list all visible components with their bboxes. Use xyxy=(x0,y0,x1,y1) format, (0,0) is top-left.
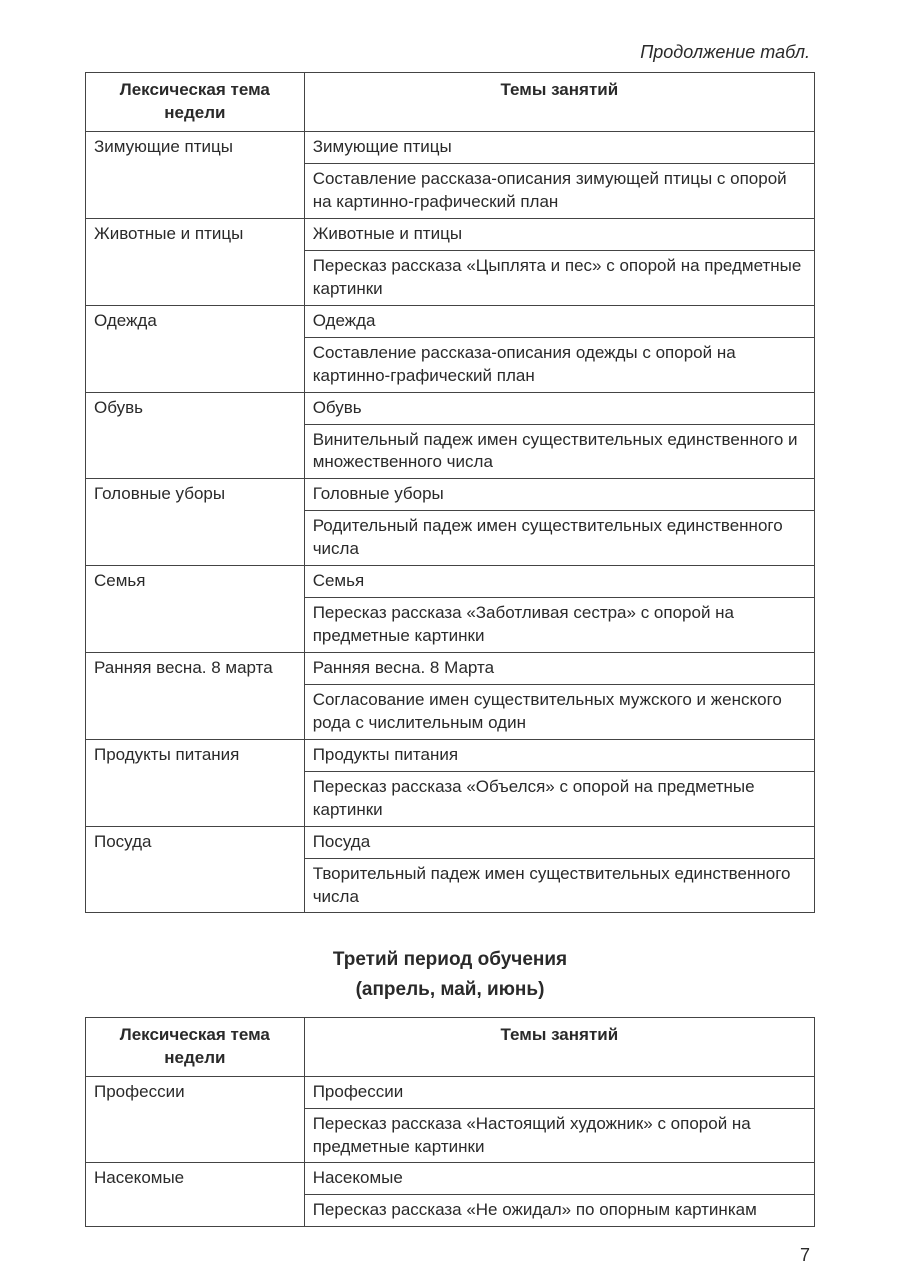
table-row: НасекомыеНасекомые xyxy=(86,1163,815,1195)
table-header-row: Лексическая тема недели Темы занятий xyxy=(86,1017,815,1076)
table-row: ПосудаПосуда xyxy=(86,826,815,858)
page-number: 7 xyxy=(85,1243,815,1267)
topic-cell: Продукты питания xyxy=(304,739,814,771)
topic-cell: Пересказ рассказа «Заботливая сестра» с … xyxy=(304,598,814,653)
curriculum-table-2: Лексическая тема недели Темы занятий Про… xyxy=(85,1017,815,1228)
topic-cell: Согласование имен существительных мужско… xyxy=(304,684,814,739)
table-row: Головные уборыГоловные уборы xyxy=(86,479,815,511)
continuation-label: Продолжение табл. xyxy=(85,40,815,64)
table-row: Животные и птицыЖивотные и птицы xyxy=(86,218,815,250)
table-row: СемьяСемья xyxy=(86,566,815,598)
section-subtitle: (апрель, май, июнь) xyxy=(85,977,815,1003)
table-row: Продукты питанияПродукты питания xyxy=(86,739,815,771)
topic-cell: Профессии xyxy=(304,1076,814,1108)
topic-cell: Пересказ рассказа «Цыплята и пес» с опор… xyxy=(304,250,814,305)
theme-cell: Насекомые xyxy=(86,1163,305,1227)
topic-cell: Семья xyxy=(304,566,814,598)
topic-cell: Одежда xyxy=(304,305,814,337)
topic-cell: Посуда xyxy=(304,826,814,858)
col-header-topics: Темы занятий xyxy=(304,73,814,132)
topic-cell: Ранняя весна. 8 Марта xyxy=(304,653,814,685)
topic-cell: Обувь xyxy=(304,392,814,424)
topic-cell: Винительный падеж имен существительных е… xyxy=(304,424,814,479)
theme-cell: Семья xyxy=(86,566,305,653)
topic-cell: Составление рассказа-описания зимующей п… xyxy=(304,164,814,219)
table-row: Зимующие птицыЗимующие птицы xyxy=(86,132,815,164)
theme-cell: Одежда xyxy=(86,305,305,392)
col-header-theme: Лексическая тема недели xyxy=(86,73,305,132)
table-row: ОбувьОбувь xyxy=(86,392,815,424)
topic-cell: Пересказ рассказа «Настоящий художник» с… xyxy=(304,1108,814,1163)
topic-cell: Родительный падеж имен существительных е… xyxy=(304,511,814,566)
theme-cell: Зимующие птицы xyxy=(86,132,305,219)
topic-cell: Животные и птицы xyxy=(304,218,814,250)
topic-cell: Составление рассказа-описания одежды с о… xyxy=(304,337,814,392)
theme-cell: Обувь xyxy=(86,392,305,479)
col-header-theme: Лексическая тема недели xyxy=(86,1017,305,1076)
theme-cell: Ранняя весна. 8 марта xyxy=(86,653,305,740)
table-header-row: Лексическая тема недели Темы занятий xyxy=(86,73,815,132)
theme-cell: Продукты питания xyxy=(86,739,305,826)
table-row: ОдеждаОдежда xyxy=(86,305,815,337)
theme-cell: Головные уборы xyxy=(86,479,305,566)
topic-cell: Насекомые xyxy=(304,1163,814,1195)
topic-cell: Головные уборы xyxy=(304,479,814,511)
theme-cell: Животные и птицы xyxy=(86,218,305,305)
col-header-topics: Темы занятий xyxy=(304,1017,814,1076)
table-row: Ранняя весна. 8 мартаРанняя весна. 8 Мар… xyxy=(86,653,815,685)
theme-cell: Профессии xyxy=(86,1076,305,1163)
topic-cell: Творительный падеж имен существительных … xyxy=(304,858,814,913)
theme-cell: Посуда xyxy=(86,826,305,913)
topic-cell: Пересказ рассказа «Объелся» с опорой на … xyxy=(304,771,814,826)
table-row: ПрофессииПрофессии xyxy=(86,1076,815,1108)
topic-cell: Зимующие птицы xyxy=(304,132,814,164)
curriculum-table-1: Лексическая тема недели Темы занятий Зим… xyxy=(85,72,815,913)
section-title: Третий период обучения xyxy=(85,947,815,973)
